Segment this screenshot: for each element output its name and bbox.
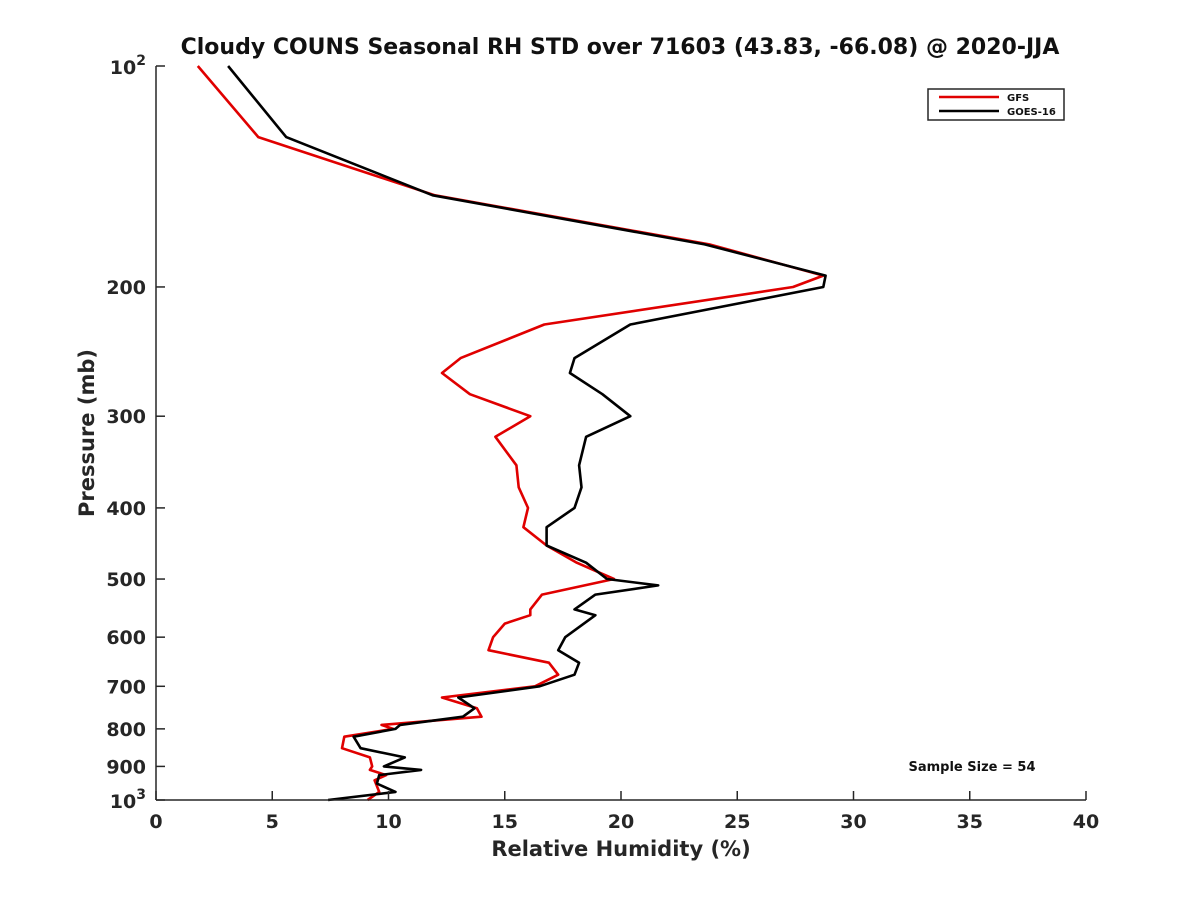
series-line-gfs xyxy=(196,65,825,802)
series-line-goes16 xyxy=(227,65,827,802)
y-ticks: 200 300 400 500 600 700 800 900 102 103 xyxy=(106,53,165,813)
x-tick-label: 15 xyxy=(492,811,518,833)
series-layer xyxy=(196,65,827,802)
y-tick-label: 800 xyxy=(106,719,146,741)
sample-size-annotation: Sample Size = 54 xyxy=(908,760,1035,775)
y-tick-label: 500 xyxy=(106,569,146,591)
y-tick-label: 200 xyxy=(106,277,146,299)
x-axis-label: Relative Humidity (%) xyxy=(491,837,750,861)
y-tick-label: 600 xyxy=(106,627,146,649)
chart-title: Cloudy COUNS Seasonal RH STD over 71603 … xyxy=(181,35,1060,60)
legend-box xyxy=(927,88,1065,121)
legend-label-gfs: GFS xyxy=(1007,93,1029,104)
x-tick-label: 10 xyxy=(375,811,401,833)
y-tick-label: 900 xyxy=(106,756,146,778)
x-tick-label: 30 xyxy=(840,811,866,833)
x-tick-label: 40 xyxy=(1073,811,1099,833)
x-tick-label: 5 xyxy=(266,811,279,833)
y-axis-label: Pressure (mb) xyxy=(75,349,99,517)
x-tick-label: 35 xyxy=(957,811,983,833)
legend-label-goes16: GOES-16 xyxy=(1007,107,1056,118)
x-tick-label: 25 xyxy=(724,811,750,833)
x-tick-label: 20 xyxy=(608,811,634,833)
y-tick-label-power: 103 xyxy=(110,787,146,813)
legend: GFS GOES-16 xyxy=(927,88,1065,121)
x-ticks: 0 5 10 15 20 25 30 35 40 xyxy=(149,791,1099,833)
y-tick-label-power: 102 xyxy=(110,53,146,79)
x-tick-label: 0 xyxy=(149,811,162,833)
plot-background xyxy=(156,66,1086,800)
plot-area: 0 5 10 15 20 25 30 35 40 200 300 400 500 600 700 800 90… xyxy=(106,53,1099,833)
y-tick-label: 300 xyxy=(106,406,146,428)
y-tick-label: 700 xyxy=(106,676,146,698)
y-tick-label: 400 xyxy=(106,498,146,520)
